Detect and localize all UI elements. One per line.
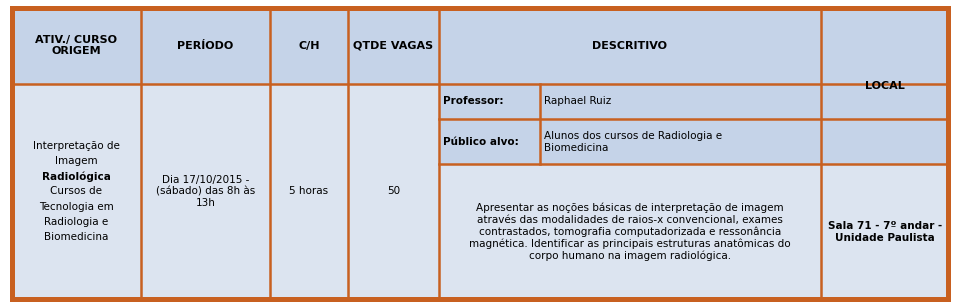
- Text: Dia 17/10/2015 -
(sábado) das 8h às
13h: Dia 17/10/2015 - (sábado) das 8h às 13h: [156, 175, 255, 208]
- Bar: [439, 119, 821, 165]
- Text: Radiológica: Radiológica: [41, 171, 110, 181]
- Text: Biomedicina: Biomedicina: [44, 232, 108, 242]
- Text: Alunos dos cursos de Radiologia e
Biomedicina: Alunos dos cursos de Radiologia e Biomed…: [544, 131, 722, 153]
- Bar: [439, 8, 821, 84]
- Text: Sala 71 - 7º andar -
Unidade Paulista: Sala 71 - 7º andar - Unidade Paulista: [828, 221, 942, 243]
- Bar: [821, 84, 948, 299]
- Text: Público alvo:: Público alvo:: [443, 137, 518, 147]
- Text: Raphael Ruiz: Raphael Ruiz: [544, 96, 612, 106]
- Bar: [270, 84, 348, 299]
- Bar: [348, 84, 439, 299]
- Text: Professor:: Professor:: [443, 96, 503, 106]
- Text: ATIV./ CURSO
ORIGEM: ATIV./ CURSO ORIGEM: [36, 35, 117, 56]
- Bar: [12, 8, 141, 84]
- Bar: [439, 84, 821, 299]
- Text: Interpretação de: Interpretação de: [33, 141, 120, 151]
- Bar: [821, 84, 948, 165]
- Bar: [439, 84, 821, 119]
- Text: 50: 50: [387, 186, 400, 196]
- Text: LOCAL: LOCAL: [865, 81, 904, 91]
- Bar: [141, 8, 270, 84]
- Text: Apresentar as noções básicas de interpretação de imagem
através das modalidades : Apresentar as noções básicas de interpre…: [469, 203, 791, 261]
- Text: 5 horas: 5 horas: [290, 186, 328, 196]
- Text: Cursos de: Cursos de: [50, 186, 102, 196]
- Bar: [348, 8, 439, 84]
- Text: Imagem: Imagem: [55, 156, 98, 166]
- Text: PERÍODO: PERÍODO: [178, 41, 233, 51]
- Text: Radiologia e: Radiologia e: [44, 217, 108, 227]
- Bar: [12, 84, 141, 299]
- Bar: [141, 84, 270, 299]
- Bar: [270, 8, 348, 84]
- Text: QTDE VAGAS: QTDE VAGAS: [353, 41, 433, 51]
- Text: DESCRITIVO: DESCRITIVO: [592, 41, 667, 51]
- Text: C/H: C/H: [299, 41, 320, 51]
- Text: Tecnologia em: Tecnologia em: [38, 201, 113, 212]
- Bar: [821, 8, 948, 84]
